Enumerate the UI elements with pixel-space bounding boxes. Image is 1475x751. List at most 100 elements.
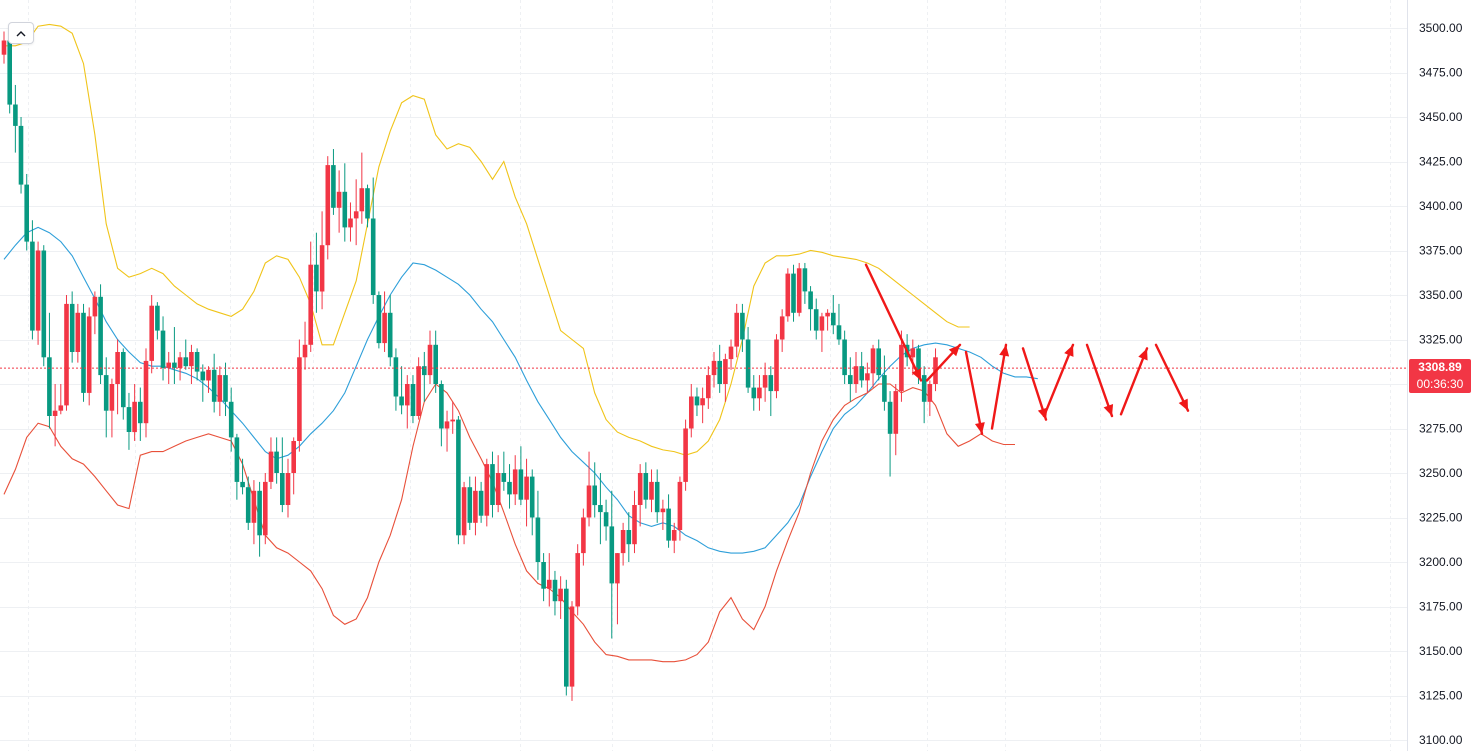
candle-body — [439, 384, 444, 429]
candle — [444, 410, 450, 452]
candle-body — [240, 481, 245, 488]
candle — [109, 378, 115, 438]
candle — [382, 291, 387, 352]
candle-body — [813, 309, 819, 331]
candle-body — [677, 481, 683, 530]
candle — [887, 391, 893, 477]
candle-body — [706, 375, 711, 399]
candle-body — [518, 469, 524, 500]
candle — [422, 351, 427, 402]
candle — [342, 163, 348, 242]
candle — [450, 401, 455, 434]
candle-body — [876, 348, 881, 376]
trend-arrow-head — [1064, 344, 1074, 357]
candle — [927, 380, 933, 417]
candle-body — [461, 487, 467, 536]
candle-body — [495, 473, 501, 505]
candle-body — [149, 305, 154, 361]
candle-body — [35, 250, 41, 331]
candle — [75, 303, 81, 363]
collapse-button[interactable] — [8, 22, 34, 44]
trend-arrow-head — [948, 344, 960, 357]
candle — [52, 384, 58, 447]
candle-body — [314, 264, 319, 292]
candle-body — [575, 553, 580, 607]
candle — [41, 245, 47, 367]
candle-body — [155, 305, 160, 331]
candle-body — [751, 387, 757, 399]
candle-body — [257, 490, 262, 536]
candle — [853, 351, 859, 393]
candle-body — [200, 371, 206, 381]
candle-body — [558, 588, 563, 602]
candle — [831, 295, 836, 335]
candle — [552, 570, 558, 616]
candle-body — [882, 375, 887, 402]
candle-body — [660, 508, 666, 513]
candle-body — [251, 490, 257, 523]
candle — [734, 303, 739, 358]
candle-body — [637, 473, 643, 505]
candle — [785, 268, 791, 322]
candle-body — [382, 312, 387, 344]
candle — [228, 387, 234, 452]
candle — [387, 295, 393, 367]
candle — [126, 392, 132, 450]
chart-grid — [0, 0, 1407, 751]
price-tick-label: 3100.00 — [1419, 733, 1463, 747]
bar-countdown-label: 00:36:30 — [1416, 377, 1464, 392]
candle-body — [728, 346, 734, 360]
candle — [547, 553, 552, 607]
candle-body — [24, 184, 29, 242]
price-axis[interactable]: 3500.00 3475.00 3450.00 3425.00 3400.00 3375.… — [1419, 21, 1463, 747]
candle-body — [734, 312, 739, 347]
candle — [1, 31, 7, 64]
candle — [689, 384, 694, 438]
price-tick-label: 3325.00 — [1419, 333, 1463, 347]
candle-body — [331, 165, 336, 208]
price-tick-label: 3175.00 — [1419, 600, 1463, 614]
candle — [757, 375, 762, 411]
candle-body — [694, 396, 700, 406]
candle-body — [501, 473, 507, 482]
candle — [160, 316, 166, 381]
trend-arrow — [964, 350, 985, 436]
candle — [245, 476, 251, 530]
candle — [405, 375, 410, 429]
candle — [694, 387, 700, 417]
trend-arrow-head — [1178, 398, 1188, 411]
candle — [268, 437, 274, 490]
candle-body — [410, 384, 416, 416]
candle-body — [325, 165, 331, 246]
candle-body — [52, 410, 58, 416]
candle-body — [75, 312, 81, 352]
candle — [649, 469, 654, 513]
candle-body — [1, 40, 7, 55]
candle — [569, 601, 575, 701]
price-tick-label: 3450.00 — [1419, 110, 1463, 124]
trend-arrow-shaft — [1042, 343, 1075, 418]
candle — [507, 464, 512, 509]
candle — [433, 330, 438, 393]
bollinger-bands — [3, 23, 1038, 663]
candle — [325, 156, 331, 260]
candle-body — [285, 473, 291, 505]
candle — [257, 481, 262, 557]
candle-body — [762, 375, 768, 388]
candle — [302, 321, 308, 370]
candle — [796, 262, 802, 317]
candle-body — [569, 606, 575, 687]
candle-body — [126, 407, 132, 432]
candle — [654, 469, 660, 523]
candle — [671, 522, 677, 554]
candle — [484, 458, 490, 527]
candle — [149, 295, 154, 374]
candle-body — [297, 357, 302, 441]
price-tick-label: 3250.00 — [1419, 466, 1463, 480]
candle-body — [98, 296, 103, 376]
candle — [876, 339, 881, 381]
candle — [121, 348, 126, 420]
candle — [762, 362, 768, 402]
candle — [172, 327, 177, 384]
